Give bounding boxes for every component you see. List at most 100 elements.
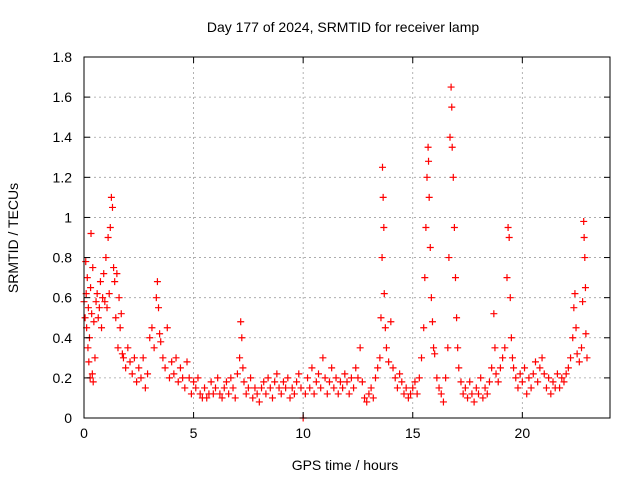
data-point-marker: [534, 378, 542, 386]
data-point-marker: [122, 364, 130, 372]
data-point-marker: [343, 378, 351, 386]
data-point-marker: [227, 374, 235, 382]
data-point-marker: [374, 364, 382, 372]
data-point-marker: [225, 390, 233, 398]
data-point-marker: [244, 384, 252, 392]
data-point-marker: [529, 370, 537, 378]
data-point-marker: [96, 278, 104, 286]
data-point-marker: [439, 398, 447, 406]
data-point-marker: [207, 378, 215, 386]
data-point-marker: [413, 390, 421, 398]
data-point-marker: [523, 390, 531, 398]
data-point-marker: [220, 384, 228, 392]
data-point-marker: [105, 290, 113, 298]
data-point-marker: [115, 294, 123, 302]
data-point-marker: [144, 370, 152, 378]
data-points: [80, 83, 591, 422]
data-point-marker: [382, 344, 390, 352]
data-point-marker: [90, 318, 98, 326]
data-point-marker: [107, 193, 115, 201]
data-point-marker: [161, 364, 169, 372]
data-point-marker: [114, 344, 122, 352]
data-point-marker: [153, 278, 161, 286]
data-point-marker: [137, 374, 145, 382]
data-point-marker: [582, 330, 590, 338]
data-point-marker: [116, 324, 124, 332]
data-point-marker: [112, 314, 120, 322]
data-point-marker: [580, 234, 588, 241]
data-point-marker: [516, 370, 524, 378]
data-point-marker: [423, 173, 431, 181]
data-point-marker: [179, 374, 187, 382]
data-point-marker: [82, 258, 90, 266]
data-point-marker: [507, 334, 515, 342]
data-point-marker: [578, 344, 586, 352]
data-point-marker: [315, 370, 323, 378]
data-point-marker: [496, 364, 504, 372]
data-point-marker: [525, 374, 533, 382]
x-tick-label: 20: [515, 425, 531, 441]
data-point-marker: [126, 358, 134, 366]
data-point-marker: [216, 390, 224, 398]
data-point-marker: [157, 338, 165, 346]
data-point-marker: [488, 364, 496, 372]
data-point-marker: [411, 378, 419, 386]
data-point-marker: [499, 354, 507, 362]
data-point-marker: [260, 378, 268, 386]
data-point-marker: [468, 390, 476, 398]
data-point-marker: [579, 298, 587, 306]
data-point-marker: [479, 394, 487, 402]
data-point-marker: [251, 384, 259, 392]
data-point-marker: [152, 294, 160, 302]
data-point-marker: [190, 378, 198, 386]
data-point-marker: [531, 358, 539, 366]
data-point-marker: [475, 390, 482, 398]
data-point-marker: [402, 384, 410, 392]
data-point-marker: [271, 378, 279, 386]
data-point-marker: [203, 394, 211, 402]
data-point-marker: [84, 344, 92, 352]
data-point-marker: [233, 370, 241, 378]
data-point-marker: [461, 384, 469, 392]
data-point-marker: [378, 254, 386, 262]
data-point-marker: [284, 374, 292, 382]
data-point-marker: [501, 344, 509, 352]
data-point-marker: [328, 364, 336, 372]
data-point-marker: [377, 314, 385, 322]
data-point-marker: [542, 384, 550, 392]
data-point-marker: [268, 394, 276, 402]
data-point-marker: [330, 384, 338, 392]
data-point-marker: [430, 344, 438, 352]
data-point-marker: [231, 394, 239, 402]
data-point-marker: [450, 223, 458, 231]
data-point-marker: [95, 304, 103, 312]
data-point-marker: [426, 244, 434, 252]
data-point-marker: [562, 370, 570, 378]
y-tick-label: 1.6: [53, 89, 73, 105]
data-point-marker: [433, 374, 441, 382]
data-point-marker: [185, 374, 193, 382]
data-point-marker: [575, 358, 583, 366]
data-point-marker: [155, 304, 163, 312]
data-point-marker: [209, 390, 217, 398]
data-point-marker: [111, 278, 119, 286]
data-point-marker: [503, 274, 511, 282]
data-point-marker: [352, 364, 360, 372]
x-tick-label: 15: [405, 425, 421, 441]
data-point-marker: [118, 350, 126, 358]
data-point-marker: [110, 264, 118, 272]
data-point-marker: [308, 364, 316, 372]
data-point-marker: [396, 370, 404, 378]
data-point-marker: [345, 390, 353, 398]
data-point-marker: [448, 143, 456, 151]
x-tick-labels: 0 5 10 15 20: [80, 425, 530, 441]
data-point-marker: [295, 370, 303, 378]
data-point-marker: [447, 83, 455, 91]
data-point-marker: [581, 284, 589, 292]
data-point-marker: [510, 364, 518, 372]
data-point-marker: [192, 384, 200, 392]
data-point-marker: [437, 390, 445, 398]
data-point-marker: [170, 370, 178, 378]
y-tick-labels: 0 0.2 0.4 0.6 0.8 1 1.2 1.4 1.6 1.8: [53, 49, 73, 426]
data-point-marker: [85, 358, 93, 366]
